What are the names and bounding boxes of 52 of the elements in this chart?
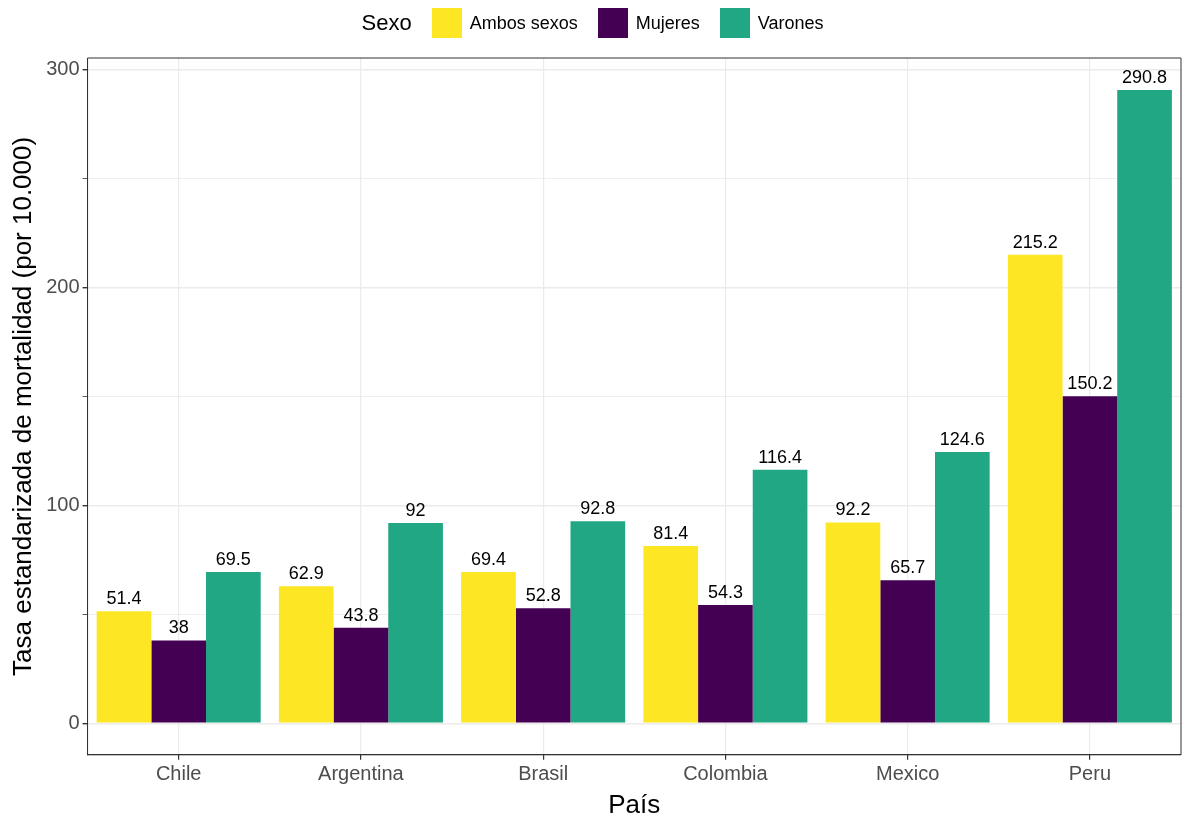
x-axis-title: País	[608, 788, 661, 819]
data-label: 150.2	[1067, 373, 1113, 394]
data-label: 92.8	[580, 498, 616, 519]
legend-label: Ambos sexos	[469, 12, 578, 34]
bar	[278, 586, 334, 723]
bar	[515, 608, 571, 723]
data-label: 92.2	[835, 499, 871, 520]
y-tick-label: 0	[68, 710, 80, 733]
x-tick-label: Chile	[155, 762, 202, 785]
bar	[96, 611, 152, 723]
x-tick-label: Mexico	[875, 762, 940, 785]
legend-label: Mujeres	[635, 12, 700, 34]
y-tick-label: 100	[46, 492, 80, 515]
data-label: 52.8	[525, 585, 561, 606]
bar	[752, 469, 808, 723]
data-label: 81.4	[653, 522, 689, 543]
bar	[206, 571, 261, 723]
bar	[698, 604, 753, 723]
data-label: 124.6	[939, 428, 985, 449]
data-label: 215.2	[1012, 231, 1058, 252]
bar	[461, 572, 516, 723]
bar	[934, 451, 990, 723]
data-label: 38	[168, 617, 189, 638]
bar	[643, 545, 699, 723]
x-tick-label: Brasil	[518, 762, 569, 785]
x-tick-label: Colombia	[683, 762, 769, 785]
x-tick-label: Argentina	[318, 762, 405, 785]
x-tick-label: Peru	[1068, 762, 1112, 785]
data-label: 69.4	[470, 549, 507, 570]
bar	[333, 627, 389, 723]
y-tick-label: 300	[46, 57, 80, 80]
data-label: 43.8	[343, 604, 379, 625]
y-axis-title: Tasa estandarizada de mortalidad (por 10.000)	[6, 136, 37, 676]
bar	[388, 522, 443, 723]
data-label: 54.3	[707, 581, 743, 602]
bar	[825, 522, 881, 723]
y-tick-label: 200	[46, 275, 80, 298]
bar	[1117, 90, 1172, 723]
data-label: 51.4	[106, 588, 142, 609]
bar	[570, 521, 626, 723]
data-label: 290.8	[1122, 66, 1168, 87]
bar	[1007, 254, 1063, 723]
bar	[1062, 396, 1118, 723]
data-label: 92	[405, 499, 426, 520]
data-label: 62.9	[288, 563, 324, 584]
bar	[880, 580, 935, 723]
data-label: 116.4	[758, 446, 802, 467]
data-label: 69.5	[215, 548, 251, 569]
legend-title: Sexo	[361, 10, 412, 36]
data-label: 65.7	[890, 557, 926, 578]
bar	[151, 640, 207, 723]
legend-label: Varones	[757, 12, 824, 34]
